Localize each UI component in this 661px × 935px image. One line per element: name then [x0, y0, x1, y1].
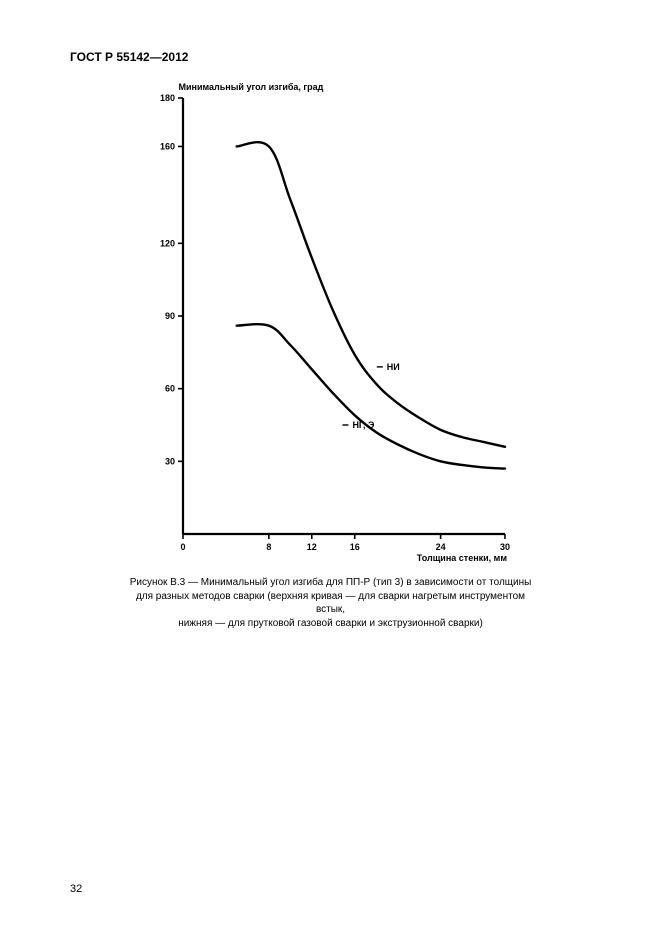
caption-line-3: нижняя — для прутковой газовой сварки и …: [178, 618, 483, 629]
figure: Минимальный угол изгиба, град 3060901201…: [151, 82, 511, 564]
y-tick-label: 30: [164, 456, 174, 466]
page-number: 32: [70, 883, 82, 895]
chart-plot-area: 3060901201601800812162430Толщина стенки,…: [151, 94, 511, 564]
y-tick-label: 180: [159, 94, 174, 103]
series-НИ: [236, 142, 504, 447]
x-axis-title: Толщина стенки, мм: [416, 553, 507, 563]
document-page: ГОСТ Р 55142—2012 Минимальный угол изгиб…: [0, 0, 661, 935]
caption-line-2: для разных методов сварки (верхняя крива…: [136, 591, 525, 616]
y-tick-label: 160: [159, 141, 174, 151]
x-tick-label: 0: [180, 542, 185, 552]
series-label-НИ: НИ: [386, 362, 399, 372]
x-tick-label: 12: [306, 542, 316, 552]
y-axis-title: Минимальный угол изгиба, град: [179, 82, 511, 92]
series-НГ, Э: [236, 324, 504, 468]
series-label-НГ, Э: НГ, Э: [352, 420, 375, 430]
chart-svg: 3060901201601800812162430Толщина стенки,…: [151, 94, 511, 564]
y-tick-label: 90: [164, 311, 174, 321]
x-tick-label: 8: [266, 542, 271, 552]
figure-caption: Рисунок В.3 — Минимальный угол изгиба дл…: [126, 576, 536, 630]
x-tick-label: 30: [499, 542, 509, 552]
caption-line-1: Рисунок В.3 — Минимальный угол изгиба дл…: [130, 577, 532, 588]
y-tick-label: 60: [164, 384, 174, 394]
x-tick-label: 24: [435, 542, 445, 552]
y-tick-label: 120: [159, 238, 174, 248]
x-tick-label: 16: [349, 542, 359, 552]
document-header: ГОСТ Р 55142—2012: [70, 50, 591, 64]
